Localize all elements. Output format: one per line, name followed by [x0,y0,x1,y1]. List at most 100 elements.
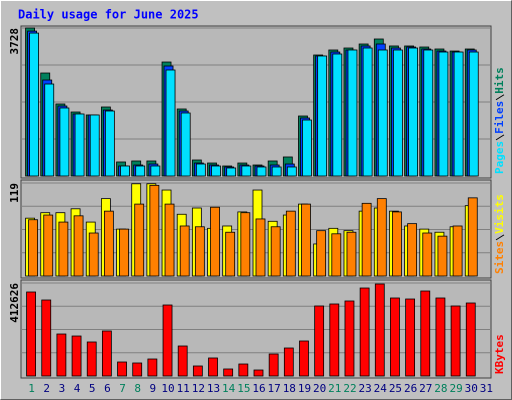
bar [465,302,476,377]
legend-label: Sites [493,241,506,274]
x-tick-label: 13 [207,382,220,395]
bar [331,233,342,277]
x-tick-label: 29 [449,382,462,395]
bar [71,335,82,377]
legend-label: Hits [493,67,506,94]
bar [150,165,161,177]
bar [437,235,448,277]
bar [225,231,236,277]
x-tick-label: 5 [89,382,96,395]
bar [194,226,205,277]
x-tick-label: 21 [328,382,341,395]
x-tick-label: 15 [237,382,250,395]
bar [240,212,251,277]
x-tick-label: 22 [343,382,356,395]
bar [192,365,203,377]
bar [180,112,191,177]
x-tick-label: 25 [389,382,402,395]
bar [346,231,357,277]
bar [28,219,38,277]
legend-label: Visits [493,194,506,234]
bar [467,197,478,277]
bar [450,305,461,377]
bar [408,47,419,177]
bar [226,167,237,177]
bar [241,165,252,177]
y-tick-label: 119 [8,183,21,203]
bar [59,107,70,177]
x-tick-label: 6 [104,382,111,395]
bar [453,51,464,177]
bar [332,53,343,177]
bar [283,347,294,377]
bar [223,368,234,377]
bar [423,49,434,177]
bar [302,119,312,177]
bar [101,330,112,377]
bar [119,228,129,277]
x-tick-label: 2 [43,382,50,395]
bar [177,345,188,377]
chart-title: Daily usage for June 2025 [18,8,199,22]
bar [211,165,221,177]
bar [74,113,85,177]
bar [255,218,266,277]
y-tick-label: 412626 [8,283,21,323]
bar [405,298,416,377]
bar [56,333,67,377]
legend-separator [495,94,505,101]
bar [120,165,130,177]
x-tick-label: 31 [480,382,493,395]
x-tick-label: 20 [313,382,326,395]
x-tick-label: 27 [419,382,432,395]
bar [393,49,403,177]
bar [253,369,264,377]
bar [58,221,69,277]
bar [435,297,446,377]
bar [438,51,449,177]
bar [29,32,39,177]
bar [329,303,340,377]
bar [86,341,97,377]
bar [286,166,297,177]
bar [41,299,52,377]
bar [392,211,402,277]
bar [165,69,176,177]
x-tick-label: 19 [298,382,311,395]
bar [179,225,190,277]
bar [359,287,370,377]
legend-label: KBytes [493,334,506,374]
x-tick-label: 23 [359,382,372,395]
bar [268,353,279,377]
bar [270,226,281,277]
bar [208,357,218,377]
bar [256,166,267,177]
legend-label: Pages [493,141,506,174]
x-tick-label: 26 [404,382,417,395]
x-tick-label: 28 [434,382,447,395]
bar [390,297,400,377]
bar [73,215,84,277]
bar [317,55,328,177]
bar [362,47,373,177]
x-tick-label: 17 [268,382,281,395]
bar [376,198,387,277]
bar [285,210,296,277]
bar [195,163,206,177]
bar [468,51,479,177]
x-tick-label: 10 [161,382,174,395]
bar [422,232,433,277]
bar [88,232,99,277]
x-tick-label: 11 [177,382,190,395]
bar [134,203,145,277]
x-tick-label: 24 [374,382,388,395]
x-tick-label: 16 [252,382,265,395]
legend-label: Files [493,101,506,134]
x-tick-label: 3 [59,382,66,395]
bar [162,304,173,377]
bar [89,114,100,177]
bar [347,49,358,177]
bar [420,290,431,377]
bar [271,166,282,177]
